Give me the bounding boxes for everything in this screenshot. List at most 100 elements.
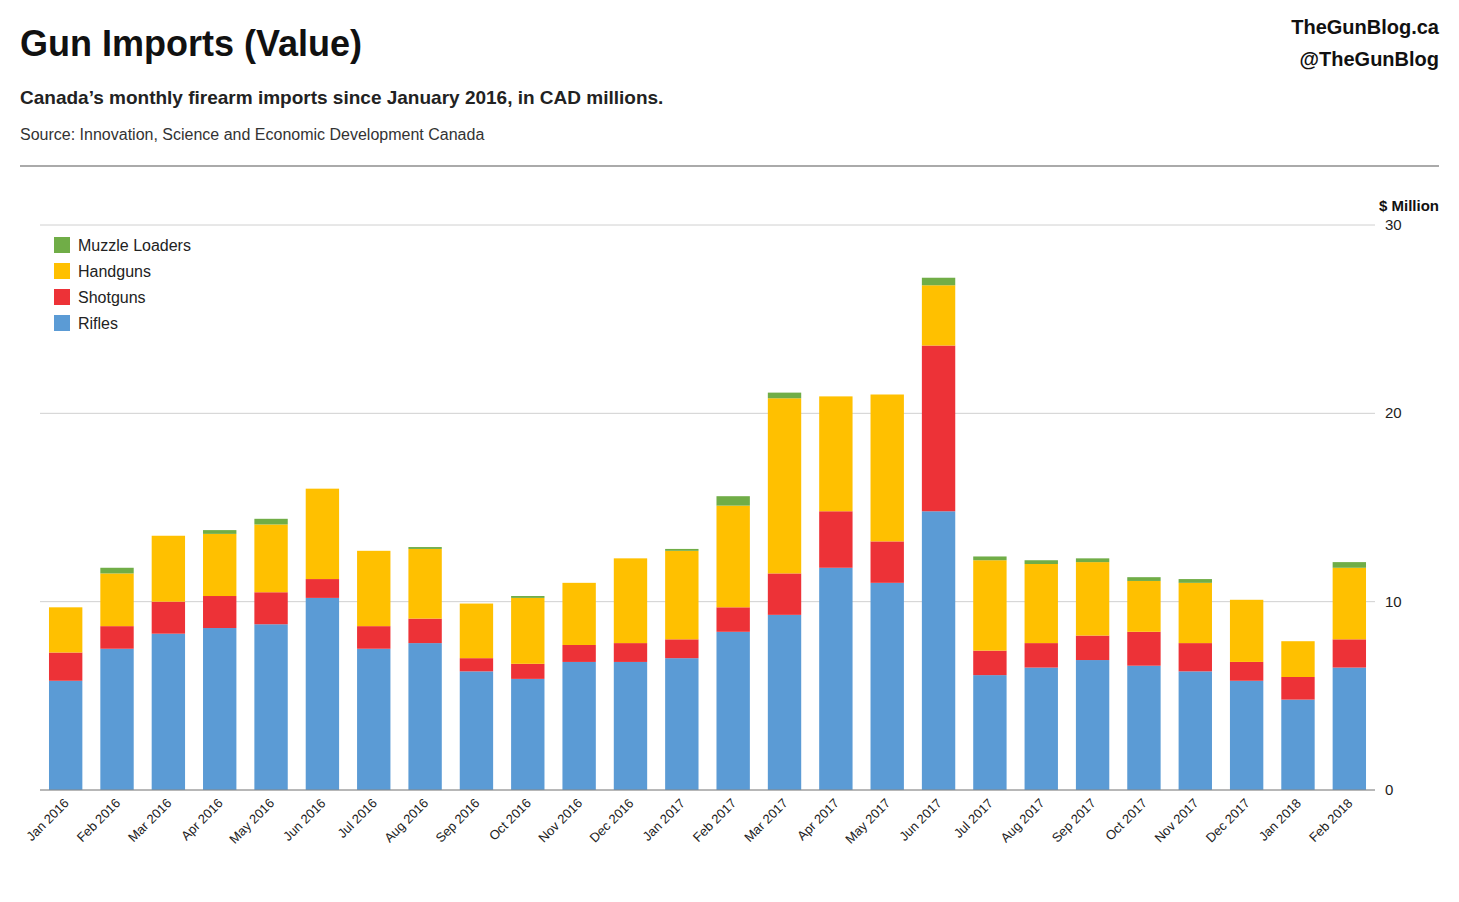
bar-segment <box>49 681 82 790</box>
bar-segment <box>768 393 801 399</box>
x-tick-label: Nov 2016 <box>535 796 585 846</box>
bar-segment <box>1127 632 1160 666</box>
bar-segment <box>562 582 595 583</box>
bar-segment <box>665 658 698 790</box>
bar-segment <box>254 524 287 592</box>
bar-segment <box>665 549 698 551</box>
bar-segment <box>614 662 647 790</box>
bar-segment <box>1025 560 1058 564</box>
bar-segment <box>819 568 852 790</box>
bar-segment <box>357 551 390 626</box>
x-tick-label: May 2017 <box>842 796 893 847</box>
bar-segment <box>1281 677 1314 700</box>
x-tick-label: Jan 2018 <box>1256 796 1304 844</box>
bar-segment <box>1179 643 1212 671</box>
x-tick-label: Jun 2016 <box>280 796 328 844</box>
bar-segment <box>357 649 390 790</box>
bar-segment <box>1281 641 1314 677</box>
x-tick-label: Sep 2016 <box>433 796 483 846</box>
bar-segment <box>49 607 82 608</box>
x-tick-label: Mar 2017 <box>741 796 790 845</box>
bar-segment <box>1025 643 1058 667</box>
bar-segment <box>408 549 441 619</box>
bar-segment <box>1230 662 1263 681</box>
x-tick-label: Mar 2016 <box>125 796 174 845</box>
bar-segment <box>1333 639 1366 667</box>
legend-swatch <box>54 315 70 331</box>
bar-segment <box>460 671 493 790</box>
bar-segment <box>203 596 236 628</box>
source: Source: Innovation, Science and Economic… <box>20 126 484 143</box>
legend-swatch <box>54 263 70 279</box>
bar-segment <box>1179 579 1212 583</box>
bar-segment <box>973 675 1006 790</box>
bar-segment <box>357 626 390 649</box>
bar-segment <box>614 558 647 559</box>
x-axis-line <box>40 790 1375 791</box>
bar-segment <box>973 556 1006 560</box>
y-tick-label: 10 <box>1385 593 1402 610</box>
bar-segment <box>1076 660 1109 790</box>
bar-segment <box>357 550 390 551</box>
bar-segment <box>100 649 133 790</box>
separator <box>20 165 1439 167</box>
x-tick-label: Feb 2017 <box>690 796 739 845</box>
y-tick-label: 0 <box>1385 781 1393 798</box>
bar-segment <box>1127 577 1160 581</box>
bar-segment <box>1025 564 1058 643</box>
x-tick-label: Jul 2016 <box>335 796 380 841</box>
bar-segment <box>922 346 955 512</box>
bar-segment <box>1281 700 1314 790</box>
x-tick-label: Oct 2016 <box>486 796 534 844</box>
bar-segment <box>100 626 133 649</box>
x-tick-label: Jul 2017 <box>951 796 996 841</box>
bar-segment <box>1127 666 1160 790</box>
bar-segment <box>819 511 852 568</box>
x-tick-label: Sep 2017 <box>1049 796 1099 846</box>
bar-segment <box>152 602 185 634</box>
bar-segment <box>1025 668 1058 790</box>
bar-segment <box>1333 668 1366 790</box>
bar-segment <box>1230 599 1263 600</box>
x-tick-label: Aug 2017 <box>997 796 1047 846</box>
bar-segment <box>254 592 287 624</box>
bar-segment <box>254 624 287 790</box>
x-tick-label: Feb 2016 <box>74 796 123 845</box>
bar-segment <box>1230 681 1263 790</box>
bar-segment <box>1076 558 1109 562</box>
grid-line <box>40 225 1375 226</box>
bar-segment <box>973 651 1006 675</box>
bar-segment <box>511 679 544 790</box>
bar-segment <box>408 619 441 643</box>
legend-entry: Handguns <box>78 263 151 280</box>
bar-segment <box>819 396 852 511</box>
grid-line <box>40 413 1375 414</box>
bar-segment <box>49 607 82 652</box>
bar-segment <box>306 598 339 790</box>
bar-segment <box>922 278 955 286</box>
x-tick-label: Jan 2016 <box>23 796 71 844</box>
bar-segment <box>562 662 595 790</box>
bar-segment <box>1076 636 1109 660</box>
bar-segment <box>665 639 698 658</box>
bar-segment <box>460 604 493 659</box>
bars <box>49 278 1366 790</box>
watermark: TheGunBlog.ca <box>1291 16 1440 38</box>
bar-segment <box>819 396 852 397</box>
bar-segment <box>973 560 1006 650</box>
bar-segment <box>100 568 133 574</box>
bar-segment <box>203 628 236 790</box>
bar-segment <box>460 603 493 604</box>
bar-segment <box>614 558 647 643</box>
bar-segment <box>871 541 904 582</box>
bar-segment <box>1179 671 1212 790</box>
bar-segment <box>716 607 749 631</box>
legend-entry: Muzzle Loaders <box>78 237 191 254</box>
watermark: @TheGunBlog <box>1300 48 1439 70</box>
legend-entry: Shotguns <box>78 289 146 306</box>
chart: Gun Imports (Value)Canada’s monthly fire… <box>0 0 1459 902</box>
bar-segment <box>511 598 544 664</box>
bar-segment <box>768 573 801 614</box>
bar-segment <box>1333 562 1366 568</box>
bar-segment <box>152 535 185 536</box>
